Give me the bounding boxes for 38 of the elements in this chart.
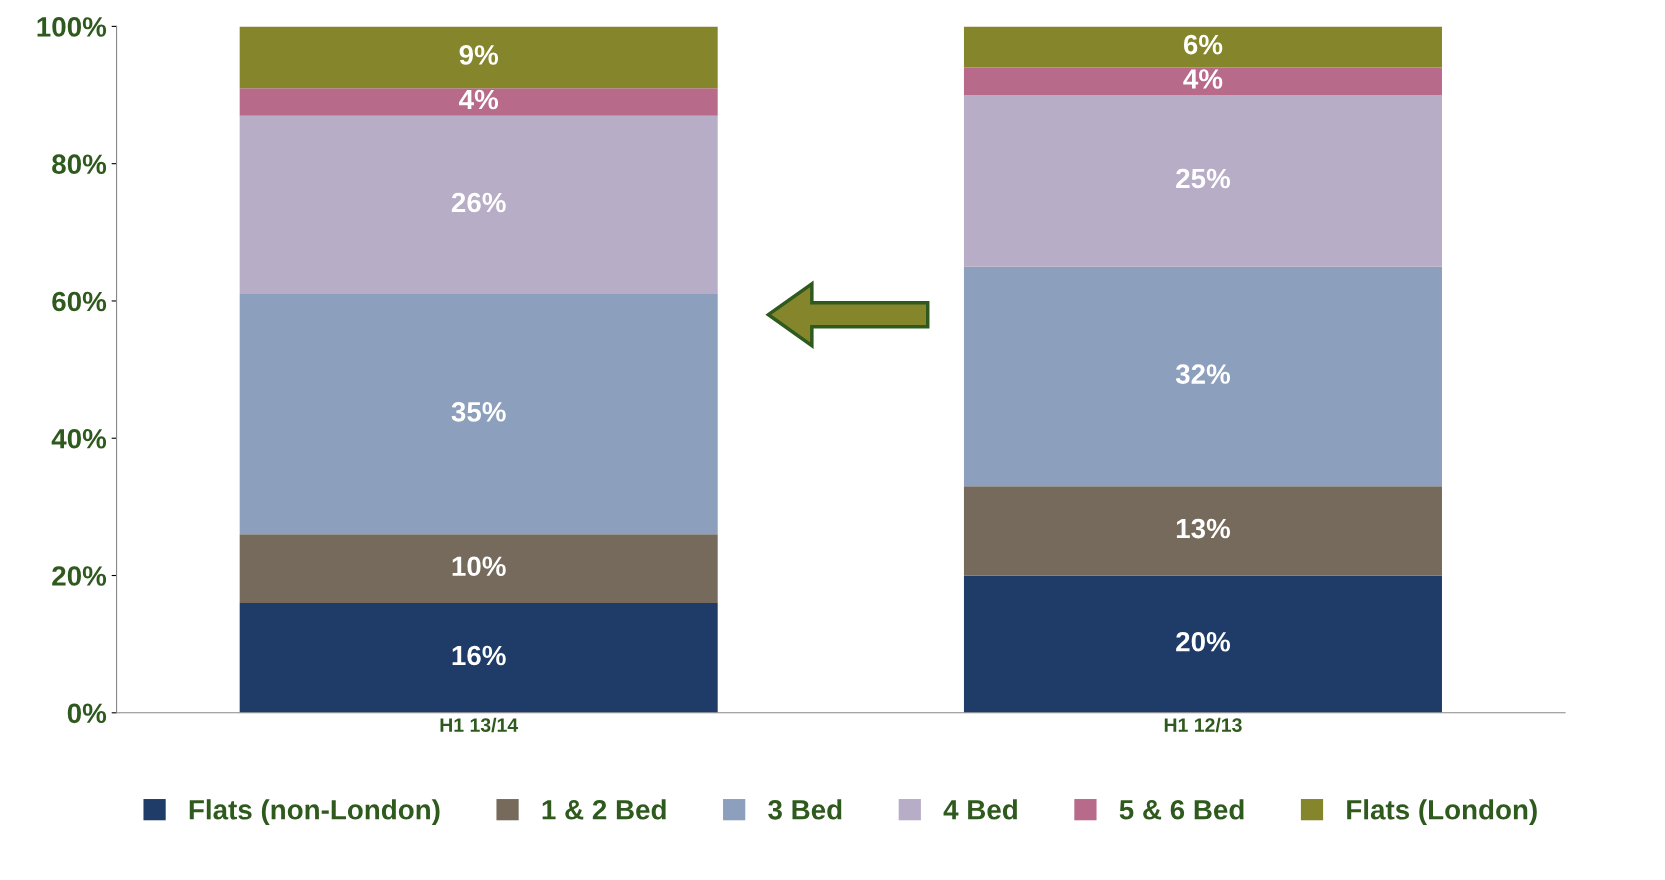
bar xyxy=(963,266,1442,487)
bar xyxy=(963,95,1442,267)
legend-label: 1 & 2 Bed xyxy=(542,799,666,820)
bar xyxy=(239,602,718,713)
data-label: 4% xyxy=(1183,69,1223,89)
y-tick-label: 100% xyxy=(37,17,107,37)
x-tick-label: H1 13/14 xyxy=(440,717,519,733)
data-label: 26% xyxy=(451,192,506,213)
data-label: 13% xyxy=(1176,518,1231,539)
data-label: 16% xyxy=(452,645,506,666)
data-label: 35% xyxy=(451,402,506,422)
y-tick-label: 60% xyxy=(52,291,107,312)
data-label: 20% xyxy=(1176,631,1231,652)
bar xyxy=(239,115,718,295)
y-tick-label: 40% xyxy=(51,428,107,449)
data-label: 9% xyxy=(459,45,499,65)
y-tick-label: 0% xyxy=(67,703,107,724)
legend-label: 3 Bed xyxy=(768,799,842,820)
data-label: 6% xyxy=(1183,34,1223,55)
legend-label: 5 & 6 Bed xyxy=(1119,799,1244,820)
bar xyxy=(239,534,718,603)
bar xyxy=(239,88,718,116)
y-tick-label: 20% xyxy=(52,566,107,586)
bar xyxy=(963,486,1442,576)
data-label: 10% xyxy=(452,556,506,577)
legend-label: 4 Bed xyxy=(943,799,1017,820)
bar xyxy=(963,26,1442,68)
data-label: 25% xyxy=(1176,168,1231,189)
bar xyxy=(239,26,718,89)
x-tick-label: H1 12/13 xyxy=(1164,717,1242,733)
y-tick-label: 80% xyxy=(52,154,107,175)
bar xyxy=(963,67,1442,96)
bar xyxy=(239,294,718,535)
bar xyxy=(963,575,1442,713)
data-label: 4% xyxy=(459,89,499,110)
legend-label: Flats (London) xyxy=(1347,799,1537,826)
legend-label: Flats (non-London) xyxy=(189,799,440,826)
data-label: 32% xyxy=(1175,364,1231,384)
